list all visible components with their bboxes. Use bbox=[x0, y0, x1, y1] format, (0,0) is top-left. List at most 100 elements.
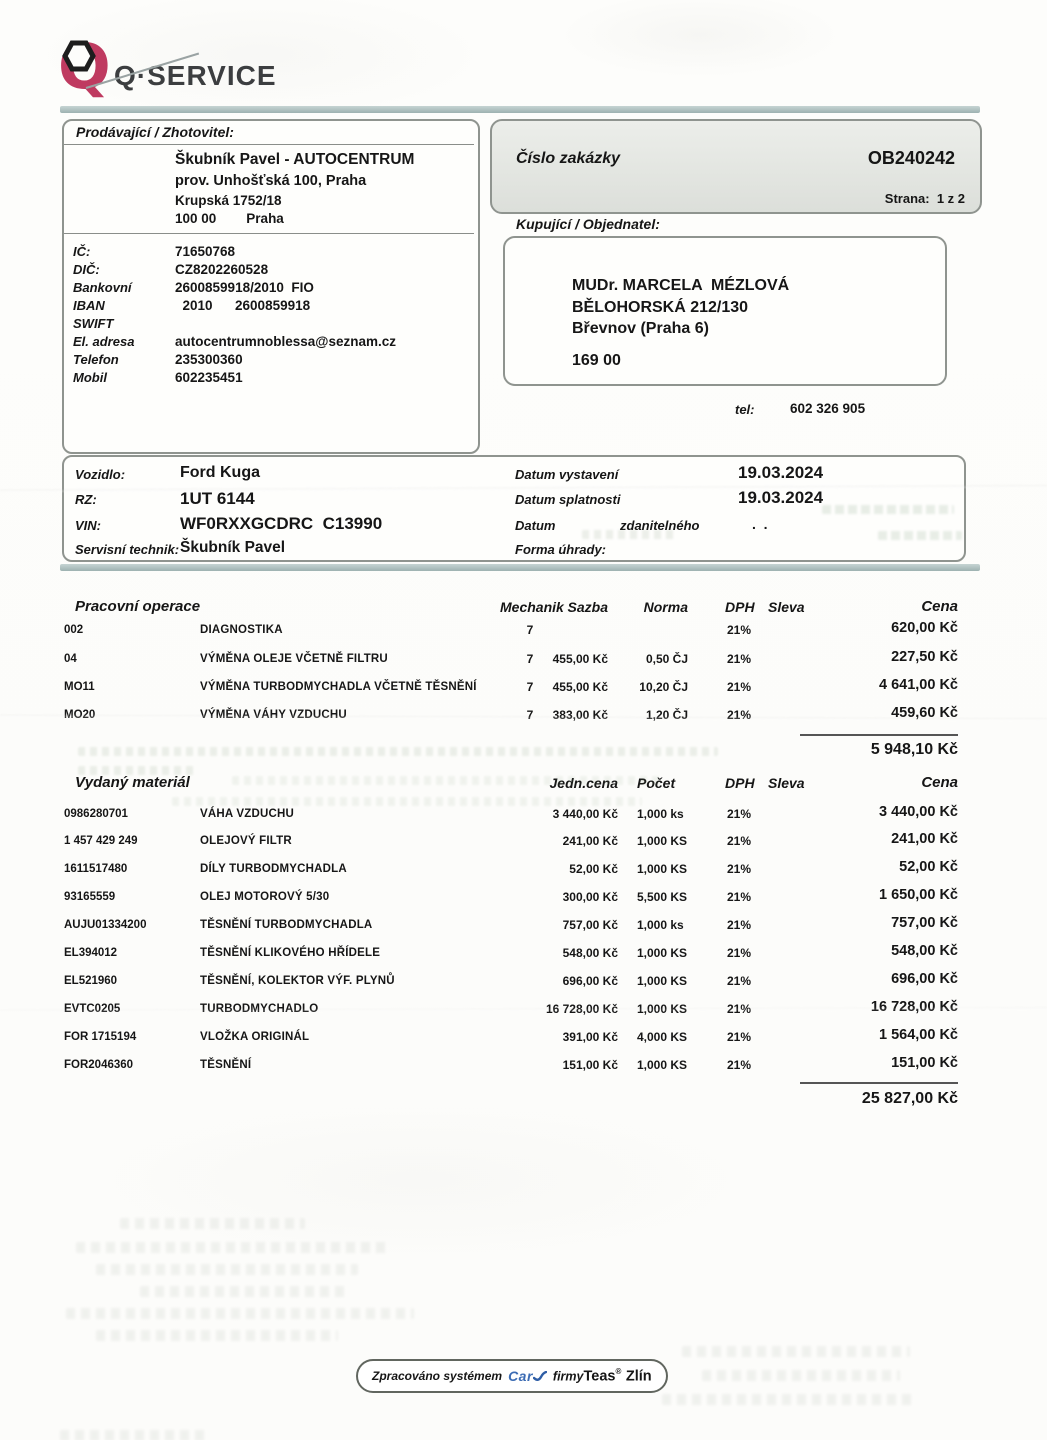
op-code: 002 bbox=[64, 624, 84, 636]
vehicle-row-value: Ford Kuga bbox=[180, 464, 260, 481]
mat-code: EL394012 bbox=[64, 947, 118, 959]
buyer-city: Břevnov (Praha 6) bbox=[572, 320, 709, 337]
vehicle-row-label: RZ: bbox=[75, 492, 97, 507]
op-dph: 21% bbox=[727, 708, 752, 722]
operations-subtotal: 5 948,10 Kč bbox=[870, 741, 958, 758]
teas-text: Teas bbox=[583, 1368, 616, 1385]
mat-code: FOR2046360 bbox=[64, 1059, 134, 1071]
order-number: OB240242 bbox=[867, 148, 955, 168]
mat-jedn-cena: 300,00 Kč bbox=[562, 890, 618, 904]
page-indicator-value: 1 z 2 bbox=[936, 191, 965, 206]
seller-separator-rule bbox=[64, 233, 474, 234]
seller-field-value: 2010 2600859918 bbox=[175, 298, 311, 313]
mat-dph: 21% bbox=[727, 807, 752, 821]
seller-box bbox=[62, 119, 480, 454]
seller-field-value: CZ8202260528 bbox=[175, 262, 269, 277]
op-mechanik: 7 bbox=[526, 708, 534, 722]
bleed-through-text bbox=[232, 776, 662, 785]
date-row-label: Datum bbox=[515, 518, 556, 533]
materials-subtotal: 25 827,00 Kč bbox=[861, 1090, 958, 1107]
seller-field-value: autocentrumnoblessa@seznam.cz bbox=[175, 334, 396, 349]
buyer-zip: 169 00 bbox=[572, 352, 621, 369]
seller-name: Škubník Pavel - AUTOCENTRUM bbox=[175, 151, 415, 168]
mat-code: AUJU01334200 bbox=[64, 919, 147, 931]
mat-dph: 21% bbox=[727, 834, 752, 848]
mat-pocet: 5,500 KS bbox=[637, 890, 688, 904]
materials-subtotal-rule bbox=[800, 1082, 958, 1084]
op-sazba: 383,00 Kč bbox=[552, 708, 608, 722]
mat-pocet: 1,000 ks bbox=[637, 918, 684, 932]
op-dph: 21% bbox=[727, 623, 752, 637]
mat-pocet: 1,000 KS bbox=[637, 946, 688, 960]
seller-field-label: Bankovní bbox=[73, 280, 132, 295]
vehicle-row-value: Škubník Pavel bbox=[180, 539, 286, 556]
page-indicator-label: Strana: bbox=[884, 191, 930, 206]
mat-jedn-cena: 757,00 Kč bbox=[562, 918, 618, 932]
operations-subtotal-rule bbox=[800, 734, 958, 736]
registered-mark: ® bbox=[615, 1366, 622, 1376]
bleed-through-text bbox=[878, 531, 962, 540]
mat-desc: TĚSNĚNÍ bbox=[200, 1059, 252, 1071]
mat-dph: 21% bbox=[727, 1002, 752, 1016]
mat-desc: TĚSNĚNÍ TURBODMYCHADLA bbox=[200, 919, 373, 931]
mat-jedn-cena: 3 440,00 Kč bbox=[552, 807, 618, 821]
bleed-through-text bbox=[78, 766, 198, 775]
mat-desc: OLEJ MOTOROVÝ 5/30 bbox=[200, 891, 330, 903]
signature-bleed-through bbox=[96, 1264, 358, 1275]
mat-jedn-cena: 52,00 Kč bbox=[569, 862, 618, 876]
op-cena: 227,50 Kč bbox=[891, 649, 958, 665]
op-cena: 620,00 Kč bbox=[891, 620, 958, 636]
mat-code: 93165559 bbox=[64, 891, 116, 903]
col-header-dph: DPH bbox=[725, 599, 755, 615]
op-mechanik: 7 bbox=[526, 680, 534, 694]
mat-desc: TURBODMYCHADLO bbox=[200, 1003, 319, 1015]
op-code: MO20 bbox=[64, 709, 96, 721]
vehicle-row-value: WF0RXXGCDRC C13990 bbox=[180, 514, 383, 533]
op-norma: 10,20 ČJ bbox=[639, 680, 688, 694]
seller-field-label: IBAN bbox=[73, 298, 105, 313]
page-indicator: Strana: 1 z 2 bbox=[885, 191, 965, 206]
bleed-through-text bbox=[172, 797, 642, 806]
mat-cena: 241,00 Kč bbox=[891, 831, 958, 847]
mat-jedn-cena: 241,00 Kč bbox=[562, 834, 618, 848]
op-cena: 459,60 Kč bbox=[891, 705, 958, 721]
buyer-name: MUDr. MARCELA MÉZLOVÁ bbox=[572, 277, 790, 294]
bleed-through-text bbox=[662, 1394, 917, 1405]
mat-desc: TĚSNĚNÍ, KOLEKTOR VÝF. PLYNŮ bbox=[200, 975, 395, 987]
op-cena: 4 641,00 Kč bbox=[878, 677, 958, 693]
mat-dph: 21% bbox=[727, 974, 752, 988]
mat-desc: OLEJOVÝ FILTR bbox=[200, 835, 292, 847]
seller-field-label: SWIFT bbox=[73, 316, 114, 331]
mat-cena: 1 564,00 Kč bbox=[878, 1027, 958, 1043]
firm-name: firmyTeas® Zlín bbox=[553, 1367, 652, 1385]
date-row-label: Forma úhrady: bbox=[515, 542, 607, 557]
buyer-tel-value: 602 326 905 bbox=[790, 401, 866, 416]
op-desc: VÝMĚNA TURBODMYCHADLA VČETNĚ TĚSNĚNÍ bbox=[200, 681, 477, 693]
col-header-sazba: Sazba bbox=[567, 599, 608, 615]
op-code: 04 bbox=[64, 653, 77, 665]
q-service-wordmark: Q·SERVICE bbox=[114, 60, 277, 91]
mat-dph: 21% bbox=[727, 890, 752, 904]
mat-dph: 21% bbox=[727, 862, 752, 876]
mat-jedn-cena: 151,00 Kč bbox=[562, 1058, 618, 1072]
signature-bleed-through bbox=[66, 1308, 414, 1319]
op-desc: VÝMĚNA OLEJE VČETNĚ FILTRU bbox=[200, 653, 388, 665]
vehicle-row-label: Vozidlo: bbox=[75, 467, 126, 482]
mat-desc: VLOŽKA ORIGINÁL bbox=[200, 1031, 310, 1043]
mat-cena: 757,00 Kč bbox=[891, 915, 958, 931]
mat-dph: 21% bbox=[727, 1058, 752, 1072]
seller-title-rule bbox=[64, 144, 474, 145]
bleed-through-text bbox=[702, 1370, 900, 1381]
seller-field-label: Mobil bbox=[73, 370, 107, 385]
op-mechanik: 7 bbox=[526, 652, 534, 666]
mat-cena: 696,00 Kč bbox=[891, 971, 958, 987]
buyer-street: BĚLOHORSKÁ 212/130 bbox=[572, 299, 749, 316]
mat-code: 0986280701 bbox=[64, 808, 128, 820]
mat-jedn-cena: 696,00 Kč bbox=[562, 974, 618, 988]
order-number-box bbox=[490, 119, 982, 214]
op-desc: DIAGNOSTIKA bbox=[200, 624, 283, 636]
bleed-through-text bbox=[682, 1346, 910, 1357]
date-row-label2: zdanitelného bbox=[620, 518, 700, 533]
op-sazba: 455,00 Kč bbox=[552, 652, 608, 666]
